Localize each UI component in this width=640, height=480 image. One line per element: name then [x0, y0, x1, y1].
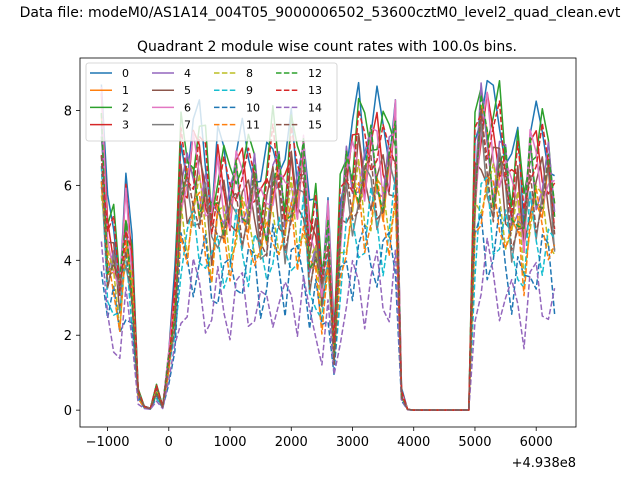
legend-label-10: 10: [246, 101, 260, 114]
series-line-10: [100, 207, 556, 411]
legend-label-13: 13: [308, 84, 322, 97]
legend-label-3: 3: [122, 119, 129, 132]
legend-label-2: 2: [122, 101, 129, 114]
y-tick-label: 0: [64, 404, 72, 419]
x-tick-label: −1000: [86, 435, 130, 450]
axes-frame: [79, 57, 577, 428]
y-tick-label: 2: [64, 329, 72, 344]
x-tick-label: 5000: [458, 435, 491, 450]
chart-suptitle: Data file: modeM0/AS1A14_004T05_90000065…: [20, 5, 621, 21]
legend-box: [85, 62, 338, 142]
legend-label-14: 14: [308, 101, 322, 114]
series-line-11: [100, 175, 556, 411]
x-tick-label: 4000: [397, 435, 430, 450]
series-layer: [100, 79, 556, 411]
series-line-12: [100, 94, 556, 411]
y-tick-label: 8: [64, 104, 72, 119]
chart-title: Quadrant 2 module wise count rates with …: [137, 39, 517, 55]
legend-label-5: 5: [184, 84, 191, 97]
legend-label-12: 12: [308, 67, 322, 80]
legend-label-6: 6: [184, 101, 191, 114]
legend-label-4: 4: [184, 67, 191, 80]
legend-label-9: 9: [246, 84, 253, 97]
axes-layer: −1000 0 1000 2000 3000 4000 5000 6000 0 2 4 6 8: [64, 57, 577, 450]
x-offset-text: +4.938e8: [512, 456, 576, 471]
legend-label-1: 1: [122, 84, 129, 97]
y-tick-label: 4: [64, 254, 72, 269]
series-line-14: [100, 237, 556, 411]
x-tick-label: 2000: [275, 435, 308, 450]
x-tick-label: 0: [165, 435, 173, 450]
legend-label-11: 11: [246, 119, 260, 132]
x-tick-label: 6000: [520, 435, 553, 450]
x-tick-label: 3000: [336, 435, 369, 450]
series-line-15: [100, 107, 556, 411]
series-line-13: [100, 100, 556, 411]
legend-label-15: 15: [308, 119, 322, 132]
y-tick-label: 6: [64, 179, 72, 194]
legend-label-7: 7: [184, 119, 191, 132]
x-tick-label: 1000: [213, 435, 246, 450]
legend-label-0: 0: [122, 67, 129, 80]
legend-label-8: 8: [246, 67, 253, 80]
